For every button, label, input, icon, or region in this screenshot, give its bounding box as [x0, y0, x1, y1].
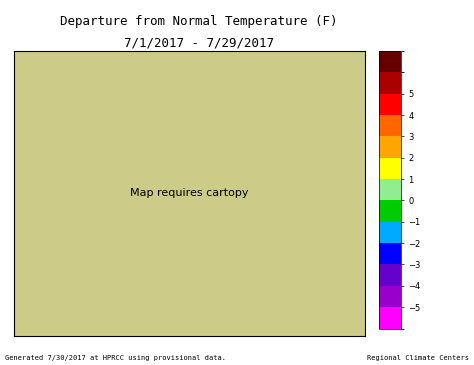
Text: Map requires cartopy: Map requires cartopy — [130, 188, 249, 199]
Text: 7/1/2017 - 7/29/2017: 7/1/2017 - 7/29/2017 — [124, 36, 274, 50]
Text: Regional Climate Centers: Regional Climate Centers — [367, 356, 469, 361]
Text: Departure from Normal Temperature (F): Departure from Normal Temperature (F) — [60, 15, 338, 28]
Text: Generated 7/30/2017 at HPRCC using provisional data.: Generated 7/30/2017 at HPRCC using provi… — [5, 356, 226, 361]
